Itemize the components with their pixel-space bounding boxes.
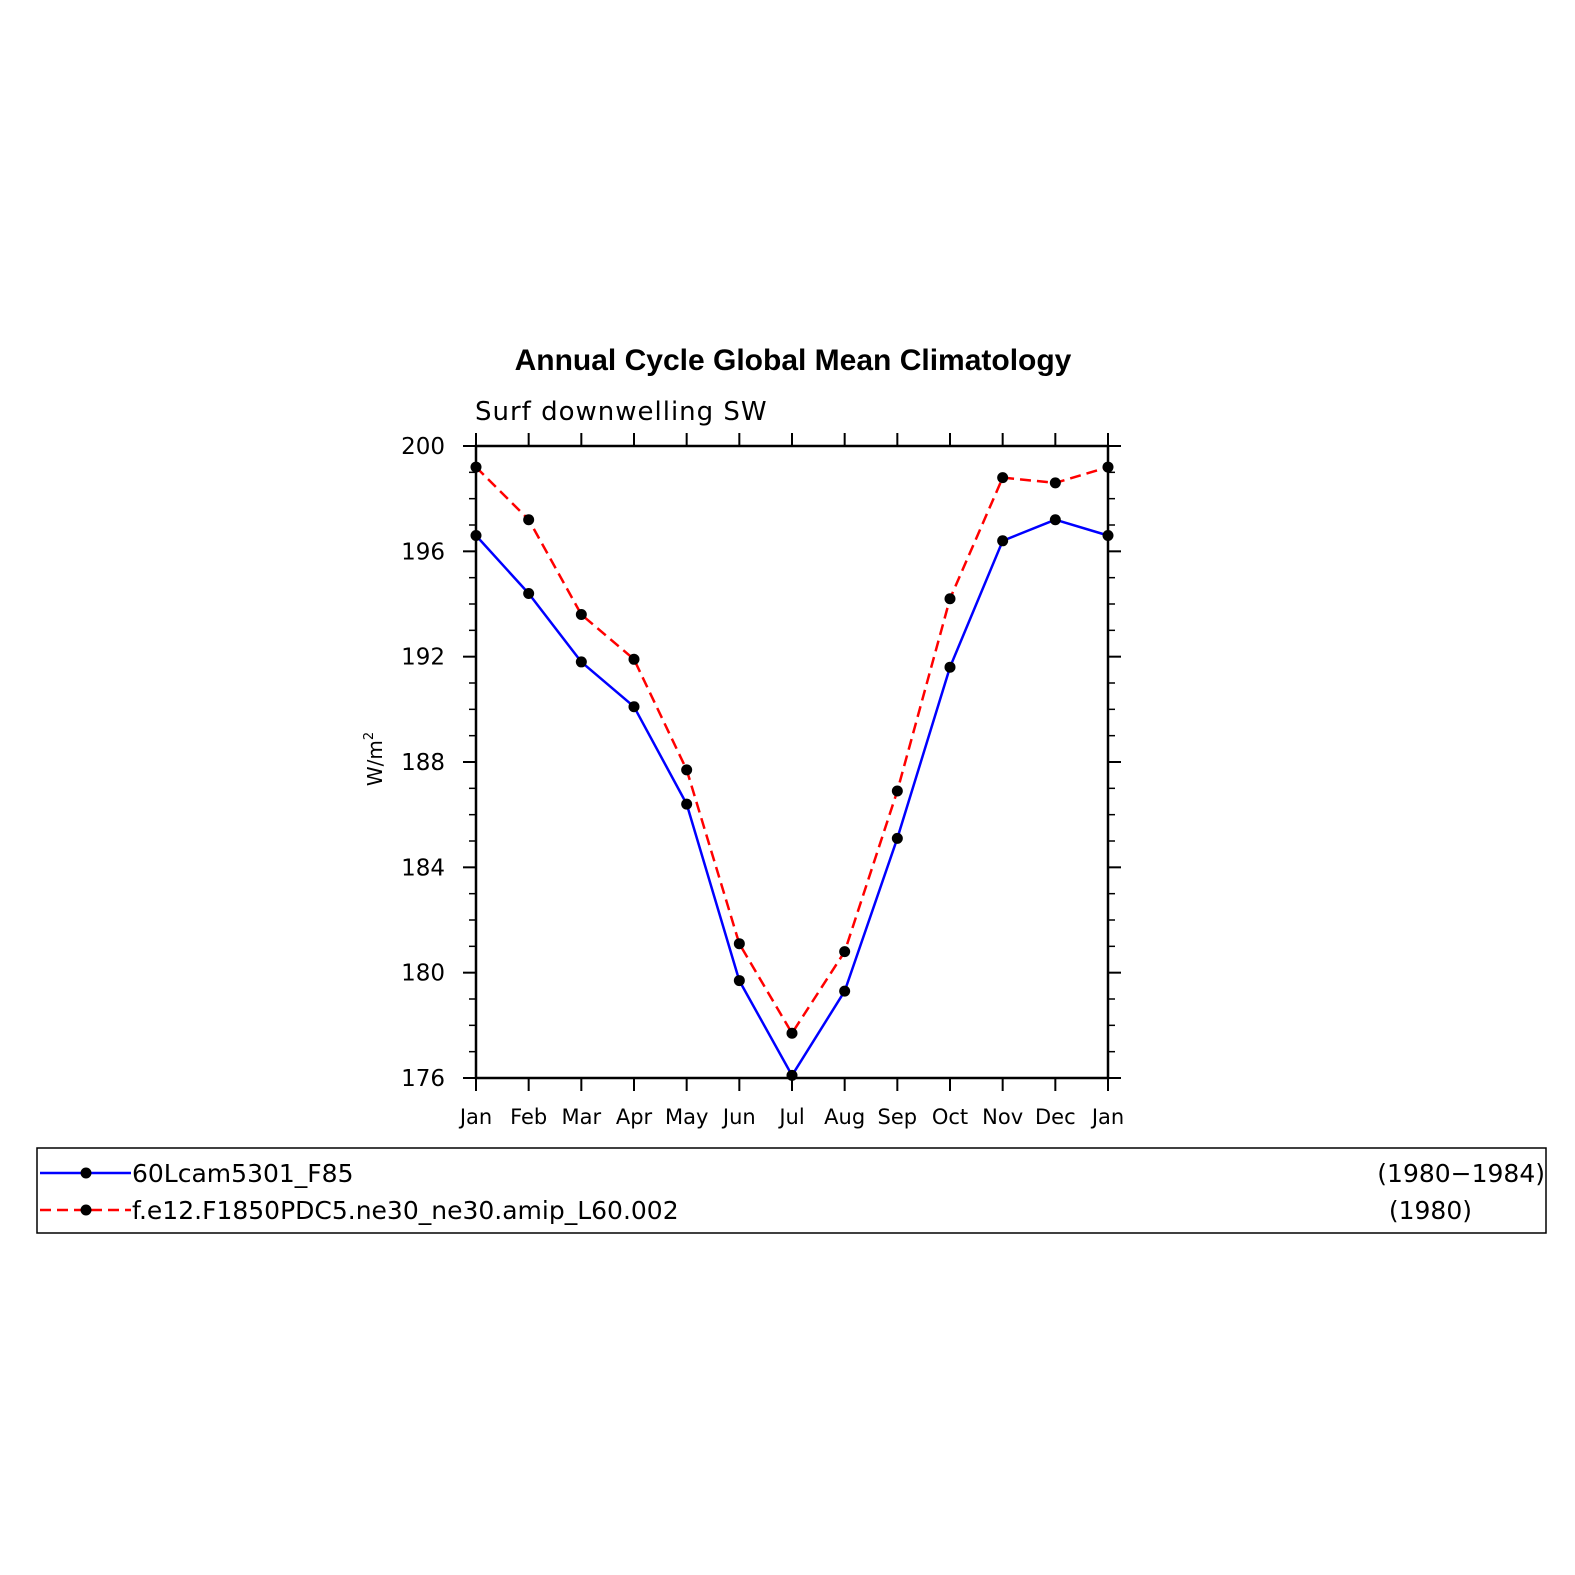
series-1-point	[891, 832, 903, 844]
legend-marker-series-1	[80, 1167, 92, 1179]
y-tick-labels: 176 180 184 188 192 196 200	[401, 434, 445, 1092]
x-tick-label: Apr	[616, 1105, 653, 1129]
y-tick-label: 184	[401, 855, 445, 881]
legend-box	[36, 1147, 1547, 1234]
series-1-point	[523, 587, 535, 599]
plot-frame	[474, 444, 1110, 1080]
series-2-point	[997, 472, 1009, 484]
y-axis-label-superscript: 2	[362, 732, 377, 740]
x-tick-label: Oct	[932, 1105, 968, 1129]
x-tick-label: Jul	[777, 1105, 804, 1129]
series-2-point	[786, 1027, 798, 1039]
x-tick-label: Aug	[824, 1105, 865, 1129]
legend-label-series-1: 60Lcam5301_F85	[132, 1159, 353, 1188]
legend-label-series-2: f.e12.F1850PDC5.ne30_ne30.amip_L60.002	[132, 1196, 679, 1225]
x-tick-label: Jan	[458, 1105, 492, 1129]
series-1-point	[997, 535, 1009, 547]
series-line-2	[475, 465, 1109, 1035]
series-markers	[470, 461, 1114, 1081]
x-tick-label: Nov	[982, 1105, 1023, 1129]
x-tick-label: Jun	[721, 1105, 756, 1129]
y-tick-label: 196	[401, 539, 445, 565]
series-1-point	[628, 701, 640, 713]
y-tick-label: 200	[401, 434, 445, 460]
y-tick-label: 180	[401, 961, 445, 987]
series-2-point	[523, 514, 535, 526]
x-tick-label: Feb	[510, 1105, 547, 1129]
legend-marker-series-2	[80, 1204, 92, 1216]
legend-period-series-1: (1980−1984)	[1377, 1159, 1545, 1188]
y-tick-label: 188	[401, 750, 445, 776]
series-lines	[475, 465, 1109, 1077]
chart-title: Annual Cycle Global Mean Climatology	[515, 344, 1072, 377]
y-tick-label: 192	[401, 645, 445, 671]
chart-subtitle: Surf downwelling SW	[475, 397, 768, 427]
legend-item-series-1: 60Lcam5301_F85 (1980−1984)	[40, 1159, 1545, 1188]
series-1-point	[839, 985, 851, 997]
series-1-point	[944, 661, 956, 673]
series-line-1	[475, 518, 1109, 1077]
series-2-point	[1049, 477, 1061, 489]
series-2-point	[733, 938, 745, 950]
series-1-point	[681, 798, 693, 810]
series-2-point	[944, 593, 956, 605]
series-2-point	[839, 946, 851, 958]
legend-period-series-2: (1980)	[1389, 1196, 1472, 1225]
x-tick-label: Dec	[1035, 1105, 1076, 1129]
series-1-point	[1049, 514, 1061, 526]
legend: 60Lcam5301_F85 (1980−1984) f.e12.F1850PD…	[36, 1147, 1547, 1234]
series-2-point	[891, 785, 903, 797]
x-tick-label: Jan	[1090, 1105, 1124, 1129]
series-2-point	[575, 609, 587, 621]
x-tick-label: Sep	[878, 1105, 918, 1129]
x-tick-label: May	[665, 1105, 708, 1129]
series-1-point	[733, 975, 745, 987]
svg-text:W/m2: W/m2	[362, 732, 387, 786]
series-2-point	[628, 653, 640, 665]
series-2-point	[681, 764, 693, 776]
series-1-point	[575, 656, 587, 668]
y-axis-label: W/m2	[362, 732, 387, 786]
y-axis-label-base: W/m	[363, 740, 387, 786]
x-tick-labels: Jan Feb Mar Apr May Jun Jul Aug Sep Oct Nov Dec Jan	[458, 1105, 1124, 1129]
y-tick-label: 176	[401, 1066, 445, 1092]
x-tick-label: Mar	[562, 1105, 602, 1129]
legend-item-series-2: f.e12.F1850PDC5.ne30_ne30.amip_L60.002 (…	[40, 1196, 1472, 1225]
